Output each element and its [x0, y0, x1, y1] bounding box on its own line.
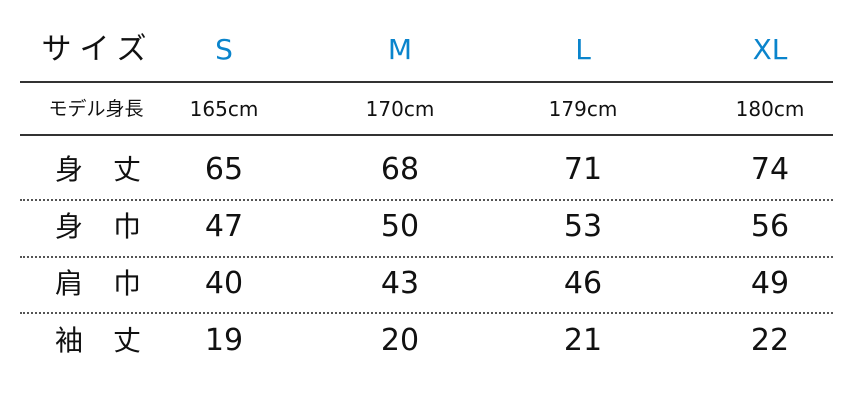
table-row: 袖丈 19 20 21 22	[20, 321, 833, 361]
value-m: 68	[380, 152, 420, 187]
divider	[20, 134, 833, 136]
model-height-label: モデル身長	[48, 98, 144, 120]
dotted-divider	[20, 312, 833, 314]
row-label: 肩巾	[54, 267, 172, 300]
size-m: M	[387, 33, 413, 66]
table-row: 肩巾 40 43 46 49	[20, 264, 833, 304]
value-s: 47	[204, 209, 244, 244]
model-height-xl: 180cm	[735, 97, 805, 121]
row-label: 袖丈	[54, 324, 172, 357]
table-row: 身丈 65 68 71 74	[20, 150, 833, 190]
size-xl: XL	[752, 33, 788, 66]
size-l: L	[575, 33, 591, 66]
value-s: 65	[204, 152, 244, 187]
value-xl: 22	[750, 323, 790, 358]
size-s: S	[215, 33, 233, 66]
row-label: 身丈	[54, 153, 172, 186]
value-m: 43	[380, 266, 420, 301]
value-xl: 74	[750, 152, 790, 187]
value-l: 53	[563, 209, 603, 244]
dotted-divider	[20, 199, 833, 201]
value-m: 50	[380, 209, 420, 244]
value-s: 19	[204, 323, 244, 358]
table-row: 身巾 47 50 53 56	[20, 207, 833, 247]
value-s: 40	[204, 266, 244, 301]
model-height-s: 165cm	[189, 97, 259, 121]
model-height-m: 170cm	[365, 97, 435, 121]
dotted-divider	[20, 256, 833, 258]
value-m: 20	[380, 323, 420, 358]
size-header-row: サイズ S M L XL	[20, 28, 833, 72]
value-l: 21	[563, 323, 603, 358]
value-l: 46	[563, 266, 603, 301]
size-header-label: サイズ	[41, 32, 155, 67]
row-label: 身巾	[54, 210, 172, 243]
value-xl: 56	[750, 209, 790, 244]
value-l: 71	[563, 152, 603, 187]
model-height-l: 179cm	[548, 97, 618, 121]
model-height-row: モデル身長 165cm 170cm 179cm 180cm	[20, 94, 833, 124]
value-xl: 49	[750, 266, 790, 301]
divider	[20, 81, 833, 83]
